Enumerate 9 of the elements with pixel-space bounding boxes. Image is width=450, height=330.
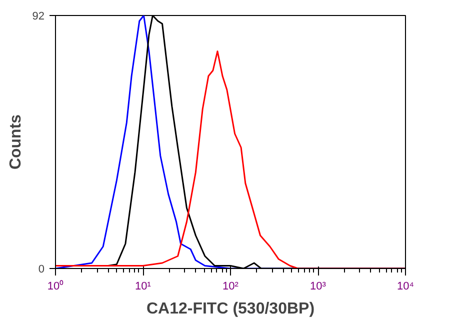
x-axis-title: CA12-FITC (530/30BP): [146, 300, 315, 318]
x-tick-label: 10²: [222, 280, 239, 292]
x-tick-label: 10⁴: [397, 280, 414, 292]
x-tick-label: 10¹: [135, 280, 152, 292]
y-tick-label: 0: [38, 264, 45, 276]
x-tick-label: 10⁰: [47, 280, 64, 292]
x-tick-label: 10³: [310, 280, 326, 292]
y-tick-label: 92: [32, 10, 45, 22]
y-axis-title: Counts: [7, 114, 24, 170]
